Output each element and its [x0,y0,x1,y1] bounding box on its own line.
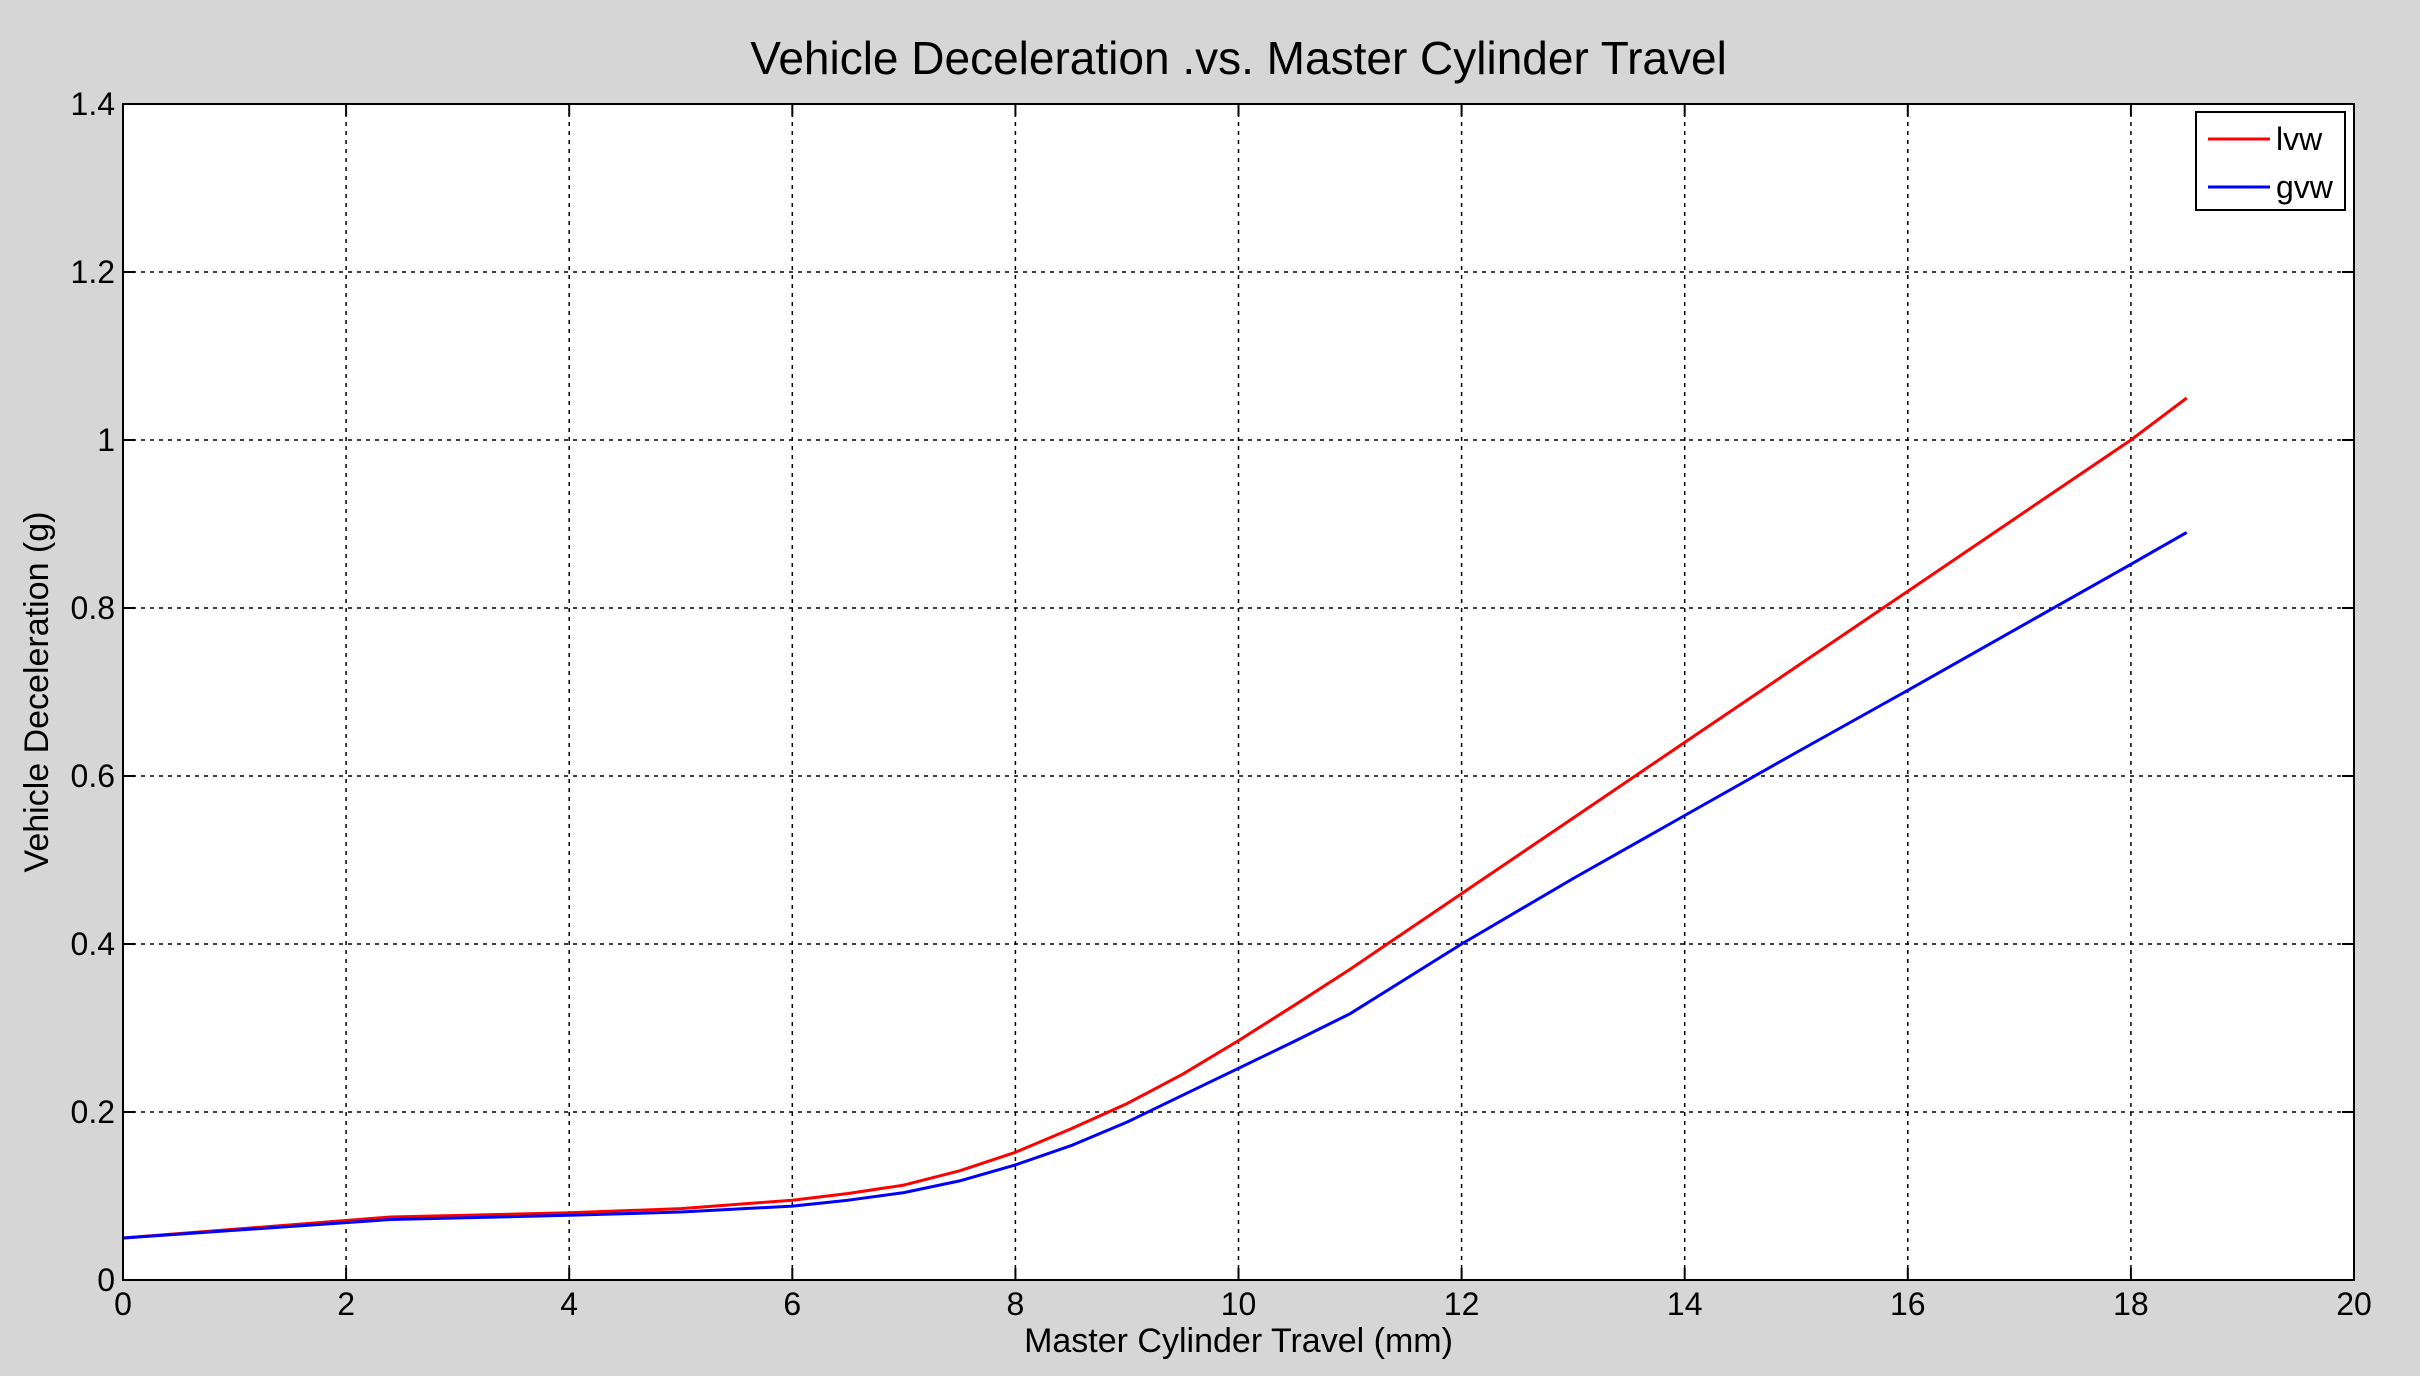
y-tick-label: 0.6 [71,758,115,794]
y-tick-label: 0.8 [71,590,115,626]
legend-label-lvw: lvw [2276,121,2323,157]
y-tick-label: 0 [97,1262,115,1298]
chart-title: Vehicle Deceleration .vs. Master Cylinde… [750,32,1727,84]
series-line-gvw [122,531,2188,1240]
y-tick-label: 1.2 [71,254,115,290]
series-line-lvw [122,396,2188,1240]
x-tick-label: 4 [560,1286,578,1322]
x-tick-label: 18 [2113,1286,2149,1322]
y-tick-label: 1 [97,422,115,458]
axis-ticks: 0 2 4 6 8 10 12 14 16 18 20 0 0.2 0.4 0.6 0.8 1 1.2 1.4 [71,86,2372,1322]
x-tick-label: 6 [783,1286,801,1322]
x-tick-label: 2 [337,1286,355,1322]
x-tick-label: 16 [1890,1286,1926,1322]
x-tick-label: 14 [1667,1286,1703,1322]
x-tick-label: 10 [1221,1286,1257,1322]
x-axis-label: Master Cylinder Travel (mm) [1024,1322,1453,1360]
series-lines [122,396,2188,1240]
y-tick-label: 1.4 [71,86,115,122]
x-tick-label: 20 [2336,1286,2372,1322]
legend-label-gvw: gvw [2276,169,2334,205]
legend-box [2195,111,2346,211]
y-tick-label: 0.4 [71,926,115,962]
legend: lvw gvw [2195,111,2346,211]
x-tick-label: 8 [1007,1286,1025,1322]
y-tick-label: 0.2 [71,1094,115,1130]
x-tick-label: 12 [1444,1286,1480,1322]
x-tick-label: 0 [114,1286,132,1322]
y-axis-label: Vehicle Deceleration (g) [18,512,56,873]
